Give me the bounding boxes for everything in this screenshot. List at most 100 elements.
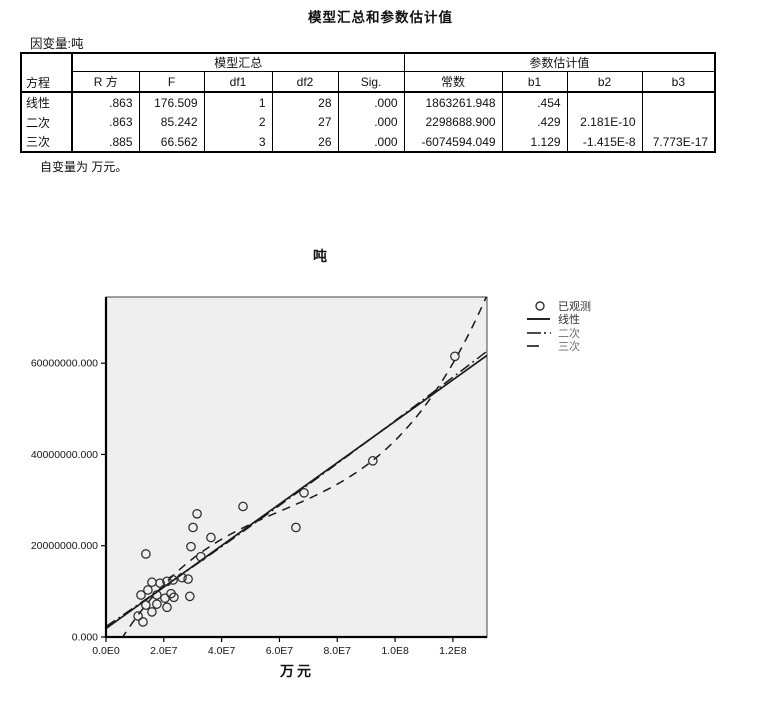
value-cell: 85.242	[138, 112, 205, 132]
legend-item-quadratic: 二次	[526, 326, 591, 340]
value-cell: .863	[71, 92, 140, 112]
table-row: 三次 .885 66.562 3 26.000 -6074594.049 1.129 -1.4…	[20, 132, 716, 152]
x-tick-label: 4.0E7	[208, 645, 236, 657]
x-tick-label: 6.0E7	[266, 645, 294, 657]
observed-point	[367, 456, 378, 466]
y-tick-label: 40000000.000	[31, 449, 98, 461]
col-header-b2: b2	[566, 71, 643, 93]
table-row: 二次 .863 85.242 2 27.000 2298688.900.429 2.181E…	[20, 112, 716, 132]
observed-point	[192, 508, 202, 519]
x-tick-label: 0.0E0	[92, 645, 120, 657]
equation-cell: 三次	[20, 132, 73, 152]
observed-point	[168, 575, 178, 585]
value-cell: .000	[337, 132, 405, 152]
x-axis-label: 万元	[280, 665, 314, 680]
observed-point	[177, 572, 187, 583]
corner-header: 方程	[20, 52, 73, 93]
observed-point	[188, 522, 198, 533]
equation-cell: 二次	[20, 112, 73, 132]
value-cell	[641, 112, 716, 132]
col-header-f: F	[138, 71, 205, 93]
value-cell: 28	[271, 92, 339, 112]
observed-point	[169, 592, 179, 603]
observed-point	[141, 600, 151, 610]
value-cell: 27	[271, 112, 339, 132]
value-cell: 1.129	[501, 132, 568, 152]
col-header-const: 常数	[403, 71, 503, 93]
col-header-df1: df1	[203, 71, 273, 93]
value-cell: 2.181E-10	[566, 112, 643, 132]
value-cell: 1	[203, 92, 273, 112]
legend-item-observed: 已观测	[526, 299, 591, 313]
observed-point	[160, 593, 170, 604]
value-cell: 1863261.948	[403, 92, 503, 112]
observed-point	[162, 576, 172, 587]
x-tick-label: 8.0E7	[324, 645, 352, 657]
observed-point	[291, 522, 301, 533]
legend-item-cubic: 三次	[526, 340, 591, 353]
observed-point	[238, 501, 248, 512]
observed-point	[152, 590, 162, 600]
observed-point	[195, 551, 206, 562]
observed-point	[141, 549, 151, 559]
y-tick-label: 0.000	[72, 632, 98, 644]
value-cell: .863	[71, 112, 140, 132]
value-cell: .885	[71, 132, 140, 152]
x-tick-label: 1.2E8	[439, 645, 467, 657]
col-header-df2: df2	[271, 71, 339, 93]
observed-point	[185, 591, 195, 602]
observed-point	[186, 541, 196, 552]
observed-point	[450, 351, 460, 362]
legend-item-linear: 线性	[526, 313, 591, 326]
value-cell: .429	[501, 112, 568, 132]
table-body: 线性 .863 176.509 1 28.000 1863261.948.454 二次 .86…	[20, 92, 716, 152]
observed-point	[138, 617, 148, 627]
observed-point	[206, 532, 216, 543]
value-cell: 26	[271, 132, 339, 152]
value-cell	[566, 92, 643, 112]
col-header-r2: R 方	[71, 71, 140, 93]
dash-line-icon	[526, 340, 552, 352]
independent-variable-footnote: 自变量为 万元。	[40, 160, 128, 174]
observed-point	[143, 585, 153, 595]
value-cell: 66.562	[138, 132, 205, 152]
dash-dot-line-icon	[526, 327, 552, 339]
dependent-variable-note: 因变量:吨	[30, 33, 84, 54]
model-summary-table: 方程 模型汇总 参数估计值 R 方 F df1 df2 Sig. 常数 b1 b…	[20, 52, 717, 153]
pivot-table: 方程 模型汇总 参数估计值 R 方 F df1 df2 Sig. 常数 b1 b…	[20, 52, 717, 153]
value-cell: 2298688.900	[403, 112, 503, 132]
x-tick-label: 1.0E8	[381, 645, 409, 657]
col-header-sig: Sig.	[337, 71, 405, 93]
observed-point	[162, 602, 172, 613]
page-title: 模型汇总和参数估计值	[308, 10, 453, 25]
value-cell: -1.415E-8	[566, 132, 643, 152]
span-header-model-summary: 模型汇总	[71, 52, 405, 72]
chart-title: 吨	[313, 250, 327, 265]
col-header-b3: b3	[641, 71, 716, 93]
value-cell: .000	[337, 112, 405, 132]
table-row: 线性 .863 176.509 1 28.000 1863261.948.454	[20, 92, 716, 112]
value-cell: 7.773E-17	[641, 132, 716, 152]
observed-point	[183, 574, 193, 584]
observed-point	[299, 487, 309, 498]
observed-point	[147, 607, 157, 617]
value-cell: 176.509	[138, 92, 205, 112]
observed-point	[136, 590, 146, 600]
y-tick-label: 60000000.000	[31, 358, 98, 370]
observed-point	[155, 578, 165, 588]
span-header-parameter-estimates: 参数估计值	[403, 52, 716, 72]
equation-cell: 线性	[20, 92, 73, 112]
value-cell: .000	[337, 92, 405, 112]
chart-legend: 已观测 线性 二次 三次	[526, 299, 591, 353]
x-tick-label: 2.0E7	[150, 645, 178, 657]
value-cell: 3	[203, 132, 273, 152]
observed-circle-icon	[526, 300, 552, 312]
col-header-b1: b1	[501, 71, 568, 93]
observed-point	[152, 599, 162, 609]
value-cell: 2	[203, 112, 273, 132]
solid-line-icon	[526, 313, 552, 325]
value-cell	[641, 92, 716, 112]
value-cell: -6074594.049	[403, 132, 503, 152]
fit-curve-dashdot	[106, 350, 487, 628]
value-cell: .454	[501, 92, 568, 112]
